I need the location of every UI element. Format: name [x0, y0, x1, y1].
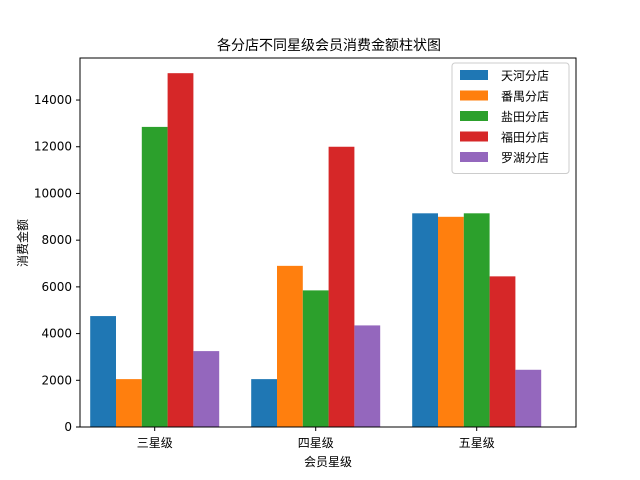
bar-0-1: [251, 379, 277, 427]
bar-3-2: [489, 276, 516, 427]
legend-swatch: [460, 90, 488, 101]
y-tick-label: 0: [64, 420, 72, 434]
x-tick-label: 三星级: [137, 436, 173, 450]
y-tick-label: 6000: [41, 280, 72, 294]
bar-2-0: [141, 126, 168, 428]
y-tick-label: 4000: [41, 327, 72, 341]
y-tick-label: 2000: [41, 373, 72, 387]
bars-group: [90, 73, 542, 428]
bar-0-2: [412, 213, 438, 427]
x-tick-label: 四星级: [298, 436, 334, 450]
x-axis-title: 会员星级: [304, 455, 352, 469]
y-tick-label: 12000: [34, 140, 72, 154]
bar-1-0: [116, 379, 142, 427]
bar-4-1: [354, 325, 381, 427]
x-axis: 三星级 四星级 五星级: [137, 427, 495, 450]
y-tick-label: 14000: [34, 93, 72, 107]
legend-label: 番禺分店: [501, 90, 549, 104]
legend-swatch: [460, 111, 488, 121]
y-tick-label: 8000: [41, 233, 72, 247]
bar-0-0: [90, 316, 116, 427]
bar-4-0: [193, 351, 220, 427]
legend-swatch: [460, 70, 488, 80]
legend-label: 福田分店: [501, 130, 549, 145]
bar-3-0: [167, 73, 194, 428]
bar-2-2: [463, 213, 490, 427]
legend-label: 罗湖分店: [501, 150, 549, 165]
bar-1-1: [277, 265, 303, 427]
chart-title: 各分店不同星级会员消费金额柱状图: [217, 38, 441, 54]
y-axis-title: 消费金额: [15, 219, 30, 267]
legend-label: 天河分店: [501, 69, 549, 83]
bar-1-2: [438, 216, 464, 427]
legend-swatch: [460, 152, 488, 162]
bar-2-1: [302, 290, 329, 427]
legend-swatch: [460, 131, 488, 142]
legend-label: 盐田分店: [501, 110, 549, 124]
y-axis: 0 2000 4000 6000 8000 10000 12000 14000: [34, 93, 80, 434]
bar-4-2: [515, 369, 542, 427]
x-tick-label: 五星级: [459, 436, 495, 450]
bar-3-1: [328, 146, 355, 427]
y-tick-label: 10000: [34, 186, 72, 200]
plot-area-frame: [79, 57, 577, 428]
